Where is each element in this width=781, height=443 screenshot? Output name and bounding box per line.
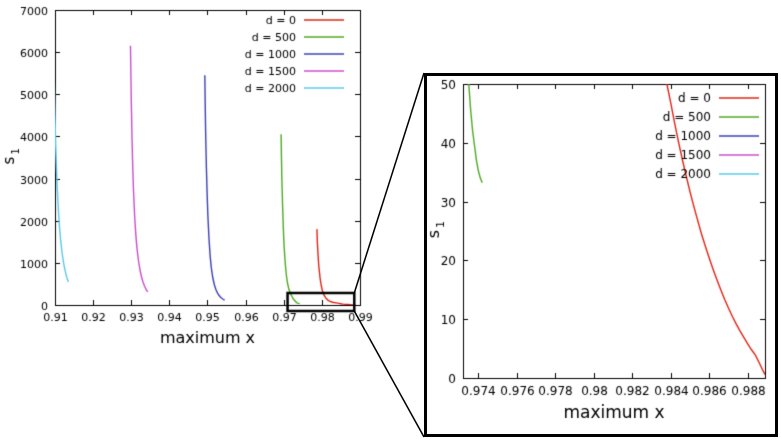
zoom-inset-frame <box>424 73 778 437</box>
zoom-chart-canvas <box>427 76 775 434</box>
main-chart-canvas <box>0 0 400 352</box>
